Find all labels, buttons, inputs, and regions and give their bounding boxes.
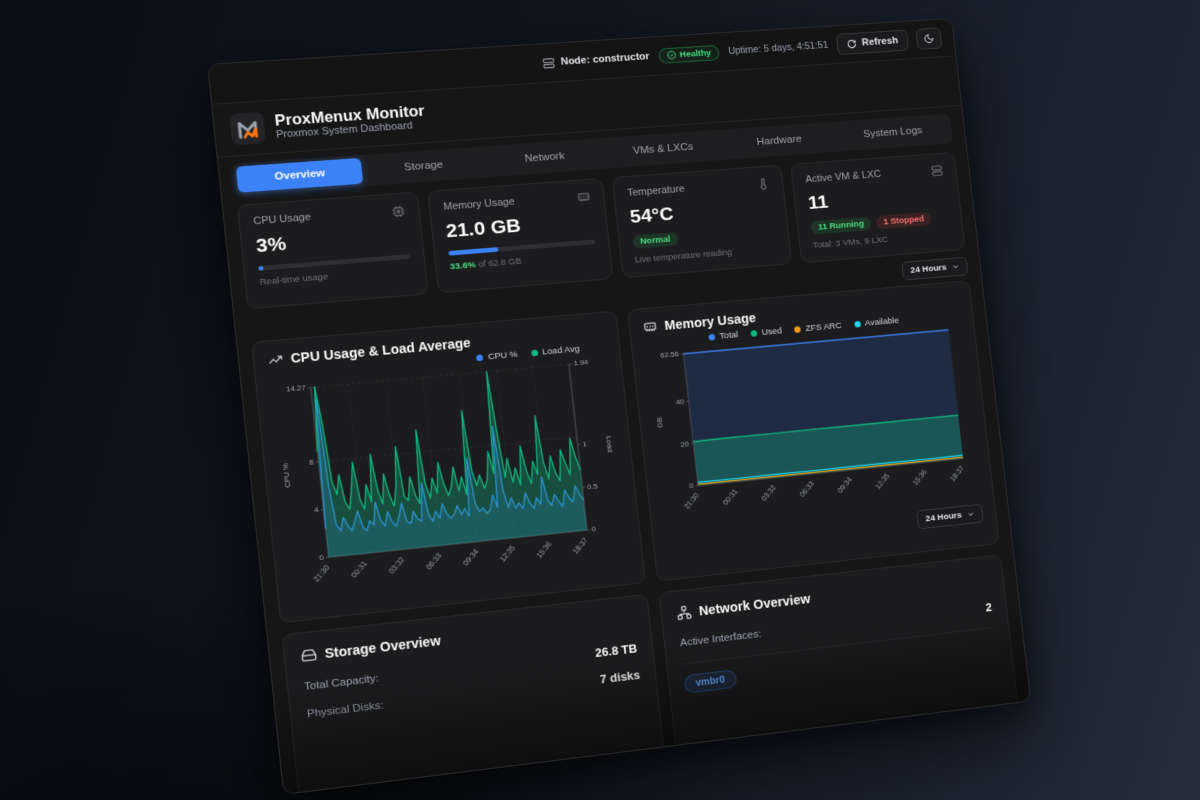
network-icon [676, 605, 692, 621]
svg-text:0: 0 [591, 525, 597, 534]
cpu-chip-icon [391, 205, 406, 219]
app-title-block: ProxMenux Monitor Proxmox System Dashboa… [274, 102, 427, 141]
tab-vms-lxcs[interactable]: VMs & LXCs [632, 141, 694, 157]
svg-text:GB: GB [655, 417, 665, 428]
svg-text:09:34: 09:34 [836, 475, 854, 495]
svg-text:1.94: 1.94 [573, 358, 589, 368]
svg-text:03:32: 03:32 [760, 483, 778, 502]
vm-count-value: 11 [807, 191, 830, 214]
svg-text:14.27: 14.27 [286, 384, 307, 394]
check-circle-icon [666, 50, 676, 59]
legend-dot-used [750, 330, 758, 337]
svg-text:12:35: 12:35 [874, 472, 892, 491]
app-header: ProxMenux Monitor Proxmox System Dashboa… [212, 56, 962, 158]
svg-text:18:37: 18:37 [948, 464, 965, 483]
vm-card-title: Active VM & LXC [804, 168, 882, 186]
svg-text:1: 1 [582, 439, 587, 448]
temperature-value: 54°C [628, 203, 675, 228]
cpu-progress-fill [258, 265, 264, 271]
cpu-load-chart: 0 4 8 14.27 0 0.5 1 1.94 21:30 00:31 03:32 06:33 09:… [281, 358, 615, 584]
svg-text:0.5: 0.5 [587, 481, 598, 490]
tab-system-logs[interactable]: System Logs [862, 125, 923, 140]
svg-text:12:35: 12:35 [498, 544, 517, 564]
moon-icon [923, 33, 935, 44]
cpu-card-title: CPU Usage [252, 211, 312, 228]
svg-text:62.56: 62.56 [660, 350, 679, 360]
temperature-status-badge: Normal [632, 231, 679, 250]
tab-storage[interactable]: Storage [403, 159, 444, 174]
hard-drive-icon [300, 647, 317, 664]
memory-icon [642, 319, 657, 334]
svg-text:03:32: 03:32 [387, 555, 406, 575]
active-vm-lxc-card: Active VM & LXC 11 11 Running 1 Stopped … [790, 151, 966, 264]
node-label: Node: constructor [560, 51, 650, 68]
vm-running-badge: 11 Running [810, 216, 872, 235]
svg-text:0: 0 [319, 553, 325, 562]
legend-dot-load [530, 349, 538, 357]
memory-stick-icon [577, 191, 591, 205]
chevron-down-icon [951, 263, 960, 272]
memory-value: 21.0 GB [444, 215, 522, 242]
svg-text:4: 4 [314, 506, 320, 515]
legend-dot-available [853, 320, 861, 328]
svg-text:21:30: 21:30 [682, 491, 701, 511]
dashboard-window: Node: constructor Healthy Uptime: 5 days… [207, 17, 1032, 796]
svg-text:18:37: 18:37 [571, 536, 590, 556]
legend-dot-total [708, 333, 716, 341]
health-badge: Healthy [657, 44, 721, 64]
cpu-usage-card: CPU Usage 3% Real-time usage [236, 191, 429, 310]
tab-network[interactable]: Network [524, 150, 566, 165]
tab-overview[interactable]: Overview [235, 157, 364, 193]
uptime-text: Uptime: 5 days, 4:51:51 [727, 39, 829, 57]
memory-time-range-dropdown[interactable]: 24 Hours [916, 503, 984, 530]
network-overview-card: Network Overview Active Interfaces: 2 vm… [658, 554, 1026, 796]
svg-text:Load: Load [604, 435, 614, 452]
legend-dot-zfs-arc [794, 326, 802, 333]
trending-up-icon [267, 352, 283, 367]
svg-text:00:31: 00:31 [349, 559, 369, 579]
proxmenux-logo [229, 111, 267, 146]
database-icon [930, 164, 944, 177]
refresh-icon [846, 38, 857, 48]
memory-chart: 0 20 40 62.56 21:30 00:31 03:32 06:33 09:34 12:35… [655, 322, 966, 511]
network-title: Network Overview [698, 591, 812, 619]
memory-card-title: Memory Usage [442, 196, 516, 213]
refresh-button[interactable]: Refresh [835, 29, 910, 56]
svg-text:0: 0 [689, 482, 695, 491]
svg-text:21:30: 21:30 [312, 563, 332, 584]
legend-dot-cpu [476, 354, 484, 362]
svg-text:15:36: 15:36 [535, 540, 554, 560]
svg-text:00:31: 00:31 [721, 487, 739, 506]
temperature-card-title: Temperature [626, 183, 686, 199]
svg-text:06:33: 06:33 [424, 551, 443, 571]
node-info: Node: constructor [542, 51, 650, 69]
svg-text:40: 40 [675, 397, 685, 406]
svg-text:CPU %: CPU % [281, 463, 293, 488]
charts-row: CPU Usage & Load Average CPU % Load Avg … [251, 280, 1000, 624]
memory-usage-card: Memory Usage 21.0 GB 33.6% of 62.8 GB [427, 177, 614, 294]
thermometer-icon [756, 177, 770, 190]
storage-title: Storage Overview [323, 632, 442, 661]
svg-text:09:34: 09:34 [461, 547, 481, 567]
cpu-load-chart-card: CPU Usage & Load Average CPU % Load Avg … [251, 310, 646, 624]
memory-progress-fill [448, 247, 499, 256]
time-range-dropdown[interactable]: 24 Hours [901, 256, 969, 281]
interface-badge[interactable]: vmbr0 [683, 669, 737, 694]
vm-stopped-badge: 1 Stopped [875, 211, 932, 230]
theme-toggle-button[interactable] [915, 27, 943, 50]
svg-text:8: 8 [309, 458, 314, 467]
svg-text:15:36: 15:36 [911, 468, 929, 487]
cpu-value: 3% [254, 233, 288, 257]
storage-overview-card: Storage Overview Total Capacity: 26.8 TB… [281, 593, 672, 796]
tab-hardware[interactable]: Hardware [756, 133, 803, 148]
svg-text:20: 20 [680, 439, 690, 448]
temperature-card: Temperature 54°C Normal Live temperature… [611, 164, 793, 279]
chevron-down-icon [966, 510, 975, 519]
server-icon [542, 57, 555, 69]
svg-text:06:33: 06:33 [798, 479, 816, 498]
memory-chart-card: Memory Usage Total Used ZFS ARC Availabl… [627, 280, 1000, 582]
